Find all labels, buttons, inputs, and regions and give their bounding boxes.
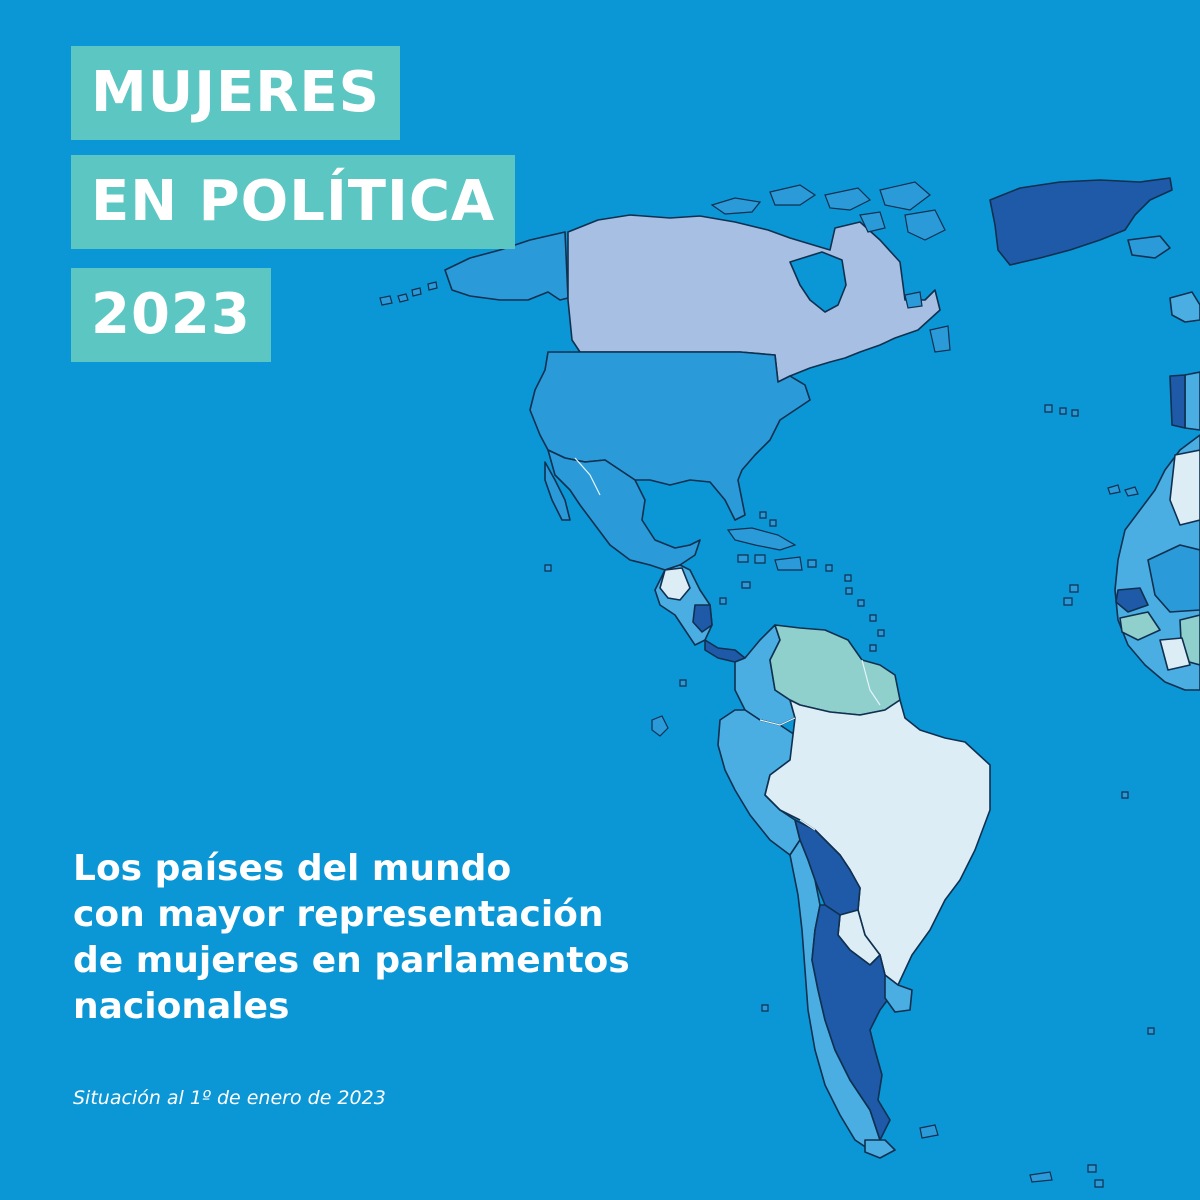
map-region-spain	[1184, 371, 1200, 431]
map-region-iceland	[1127, 235, 1171, 259]
map-region-tierra-del-fuego	[864, 1139, 896, 1159]
map-region-alaska	[444, 231, 569, 301]
map-hudson-bay	[789, 251, 847, 313]
subtitle-line-2: con mayor representación	[73, 894, 604, 935]
subtitle-line-1: Los países del mundo	[73, 848, 512, 889]
subtitle-line-3: de mujeres en parlamentos	[73, 940, 630, 981]
map-region-guinea	[1119, 611, 1161, 641]
title-line-3: 2023	[71, 268, 271, 362]
date-note: Situación al 1º de enero de 2023	[73, 1087, 386, 1109]
map-region-portugal	[1169, 374, 1186, 429]
subtitle: Los países del mundo con mayor represent…	[73, 846, 773, 1030]
map-region-argentina	[811, 904, 896, 1141]
map-region-baja	[544, 461, 571, 521]
map-caribbean-islands	[719, 511, 885, 652]
map-region-guatemala	[659, 567, 691, 601]
map-pacific-islands	[379, 281, 438, 306]
map-arctic-islands	[710, 181, 951, 353]
subtitle-line-4: nacionales	[73, 986, 290, 1027]
map-region-mali	[1147, 544, 1200, 613]
map-region-uk	[1169, 291, 1200, 323]
map-region-greenland	[989, 177, 1173, 266]
map-region-panama	[704, 639, 746, 663]
map-region-senegal	[1115, 587, 1149, 613]
map-region-uruguay	[884, 974, 913, 1013]
map-region-ivory	[1159, 637, 1191, 671]
map-region-mexico	[547, 449, 701, 571]
map-region-mauritania	[1169, 449, 1200, 526]
map-internal-borders	[574, 457, 881, 831]
map-region-nicaragua	[692, 604, 713, 633]
map-region-usa	[529, 351, 811, 521]
map-atlantic-islands	[544, 404, 1155, 1188]
title-line-1: MUJERES	[71, 46, 400, 140]
title-line-2: EN POLÍTICA	[71, 155, 516, 249]
